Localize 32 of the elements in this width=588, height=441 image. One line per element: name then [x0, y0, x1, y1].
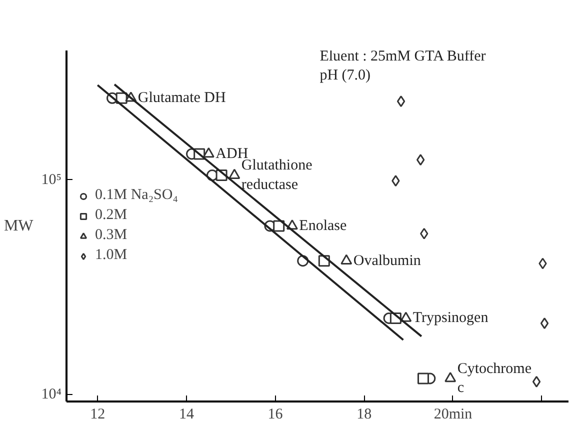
- point: [538, 258, 547, 270]
- annotation: Cytochrome c: [457, 360, 532, 396]
- x-tick-label: 18: [356, 406, 372, 422]
- x-tick-label: 20min: [434, 406, 473, 422]
- point: [228, 168, 240, 179]
- point: [202, 147, 214, 158]
- point: [400, 312, 412, 322]
- point: [392, 175, 400, 187]
- annotation: Enolase: [299, 218, 348, 234]
- point: [540, 318, 549, 330]
- point: [420, 228, 428, 240]
- legend-label: 0.1M Na₂SO₄: [95, 187, 178, 204]
- point: [396, 96, 406, 108]
- y-tick-label: 10⁴: [41, 386, 62, 403]
- annotation: Ovalbumin: [353, 252, 422, 269]
- point: [532, 376, 541, 388]
- y-tick-label: 10⁵: [41, 172, 62, 188]
- point: [416, 154, 425, 166]
- point: [340, 254, 352, 264]
- point: [417, 372, 429, 384]
- point: [444, 372, 456, 382]
- annotation: Glutamate DH: [138, 90, 226, 106]
- y-axis-title: MW: [4, 218, 34, 234]
- x-tick-label: 12: [90, 406, 106, 422]
- legend-label: 1.0M: [95, 247, 128, 264]
- legend-label: 0.2M: [95, 207, 128, 224]
- x-tick-label: 16: [268, 406, 284, 422]
- annotation: Trypsinogen: [412, 310, 489, 326]
- point: [273, 220, 285, 232]
- legend-label: 0.3M: [95, 227, 128, 244]
- x-tick-label: 14: [178, 406, 194, 422]
- annotation: Glutathione reductase: [241, 158, 313, 193]
